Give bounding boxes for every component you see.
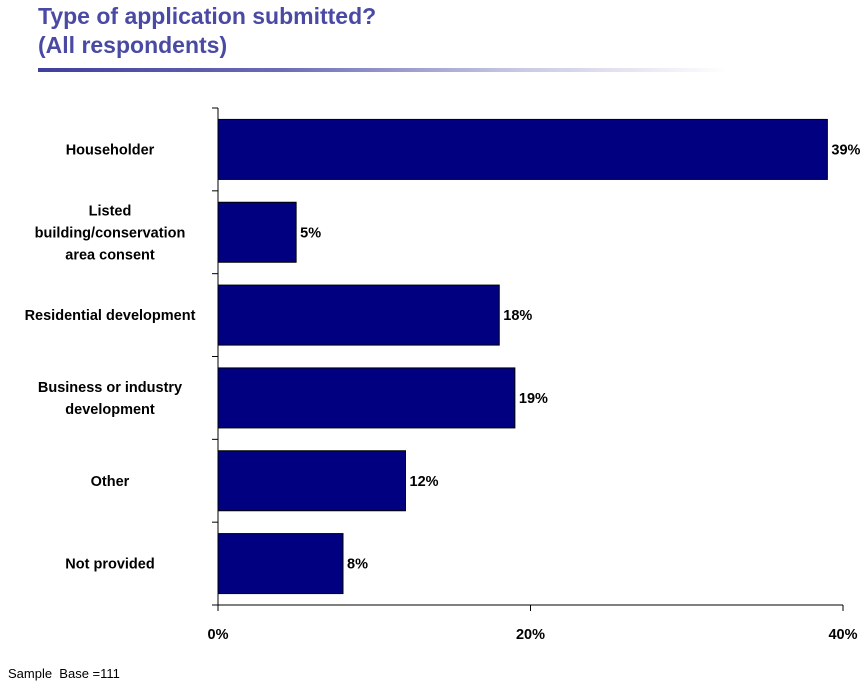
x-tick-label: 40% [828, 627, 857, 643]
chart-title-line-1: Type of application submitted? [38, 3, 377, 29]
bar [217, 533, 344, 595]
chart-title: Type of application submitted? (All resp… [38, 2, 838, 60]
value-label: 12% [410, 474, 439, 490]
category-label: Householder [66, 142, 155, 158]
bar [217, 118, 828, 180]
bar [217, 367, 516, 429]
category-label: Residential development [25, 308, 196, 324]
title-underline [38, 68, 728, 72]
value-label: 18% [503, 308, 532, 324]
value-label: 8% [347, 557, 368, 573]
chart-title-line-2: (All respondents) [38, 32, 228, 58]
bar [217, 450, 406, 512]
value-label: 19% [519, 391, 548, 407]
bar-chart: 39% Householder 5% Listed building/conservat… [25, 107, 861, 643]
bar [217, 201, 297, 263]
value-label: 39% [831, 142, 860, 158]
value-label: 5% [300, 225, 321, 241]
category-label: Other [91, 474, 130, 490]
category-label: Business or industry development [38, 380, 182, 418]
sample-base-note: Sample Base =111 [8, 666, 120, 681]
category-label: Listed building/conservation area consent [35, 203, 186, 263]
category-label: Not provided [65, 557, 154, 573]
bar [217, 284, 500, 346]
x-tick-label: 0% [208, 627, 229, 643]
x-tick-label: 20% [516, 627, 545, 643]
